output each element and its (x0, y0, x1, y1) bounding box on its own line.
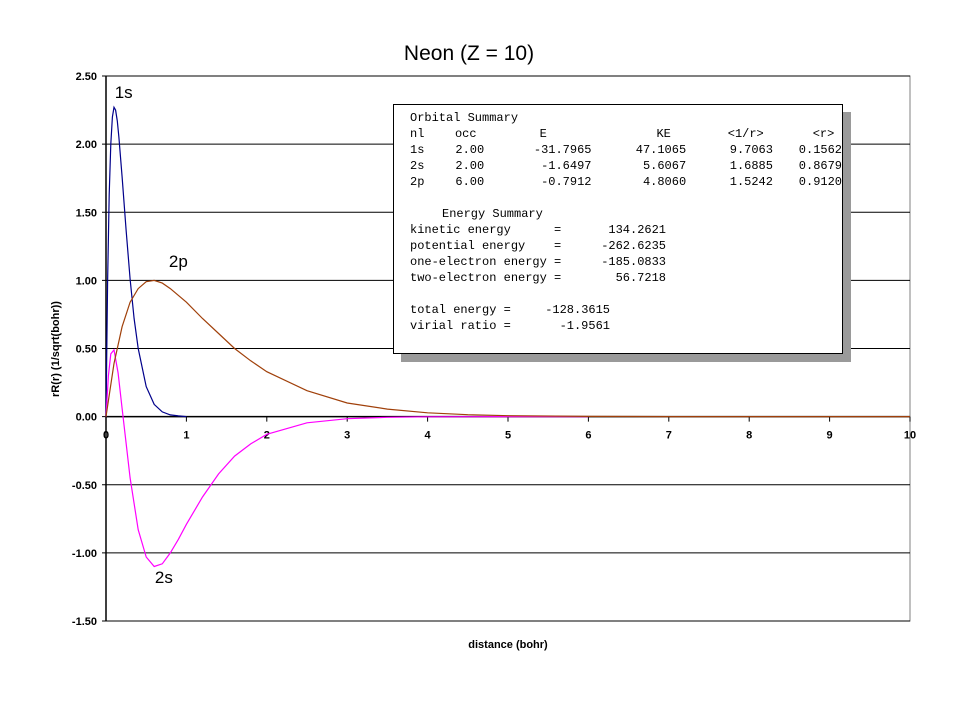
total-row: virial ratio = -1.9561 (394, 318, 842, 334)
y-tick-label: -0.50 (72, 480, 97, 492)
total-label: virial ratio = (410, 319, 511, 333)
energy-label: one-electron energy = (410, 255, 562, 269)
orbital-cell: 1s (410, 143, 425, 157)
orbital-cell: 0.9120 (798, 175, 843, 189)
total-value: -128.3615 (545, 303, 610, 317)
orbital-cell: -0.7912 (541, 175, 592, 189)
energy-value: 56.7218 (615, 271, 666, 285)
x-tick-label: 6 (585, 430, 591, 442)
orbital-summary-box: Orbital Summary nl occ E KE <1/r> <r> 1s… (393, 104, 843, 354)
orbital-cell: 0.8679 (798, 159, 843, 173)
orbital-cell: 6.00 (455, 175, 485, 189)
chart-title: Neon (Z = 10) (404, 42, 534, 65)
energy-row: two-electron energy = 56.7218 (394, 270, 842, 286)
y-tick-label: 0.00 (76, 412, 97, 424)
energy-value: -262.6235 (601, 239, 666, 253)
energy-label: kinetic energy = (410, 223, 562, 237)
x-tick-label: 8 (746, 430, 752, 442)
series-lines (105, 105, 910, 568)
energy-value: 134.2621 (608, 223, 666, 237)
orbital-cell: 1.6885 (729, 159, 773, 173)
series-line-2p (105, 279, 910, 418)
orbital-cell: 5.6067 (642, 159, 687, 173)
orbital-cell: 2.00 (455, 143, 485, 157)
y-tick-label: -1.00 (72, 548, 97, 560)
energy-row: potential energy = -262.6235 (394, 238, 842, 254)
x-tick-label: 1 (183, 430, 189, 442)
x-tick-label: 7 (666, 430, 672, 442)
total-value: -1.9561 (559, 319, 610, 333)
total-row: total energy = -128.3615 (394, 302, 842, 318)
orbital-cell: 2p (410, 175, 425, 189)
x-tick-labels: 0 1 2 3 4 5 6 7 8 9 10 (103, 430, 916, 442)
summary-header-row: nl occ E KE <1/r> <r> (394, 126, 842, 142)
y-tick-label: -1.50 (72, 616, 97, 628)
orbital-cell: -1.6497 (541, 159, 592, 173)
x-tick-label: 4 (425, 430, 432, 442)
curve-label-2s: 2s (155, 568, 173, 587)
header-r: <r> (812, 127, 835, 141)
x-tick-label: 10 (904, 430, 916, 442)
header-e: E (539, 127, 547, 141)
orbital-cell: 0.1562 (798, 143, 843, 157)
orbital-cell: 47.1065 (635, 143, 687, 157)
orbital-cell: 9.7063 (729, 143, 773, 157)
orbital-cell: -31.7965 (533, 143, 592, 157)
y-tick-label: 1.50 (76, 207, 97, 219)
x-tick-label: 2 (264, 430, 270, 442)
orbital-row: 1s 2.00 -31.7965 47.1065 9.7063 0.1562 (394, 142, 842, 158)
curve-labels: 1s 2p 2s (115, 83, 188, 587)
energy-row: one-electron energy = -185.0833 (394, 254, 842, 270)
header-inv-r: <1/r> (727, 127, 764, 141)
header-occ: occ (454, 127, 477, 141)
orbital-cell: 2s (410, 159, 425, 173)
x-axis-label: distance (bohr) (468, 639, 548, 651)
header-nl: nl (410, 127, 425, 141)
energy-label: potential energy = (410, 239, 562, 253)
y-tick-labels: 2.50 2.00 1.50 1.00 0.50 0.00 -0.50 -1.00 -1.50 (72, 71, 97, 628)
curve-label-1s: 1s (115, 83, 133, 102)
y-axis-label: rR(r) (1/sqrt(bohr)) (50, 301, 62, 397)
x-tick-label: 0 (103, 430, 109, 442)
series-line-2s (105, 348, 589, 568)
energy-summary-title: Energy Summary (442, 207, 543, 221)
x-tick-label: 3 (344, 430, 350, 442)
orbital-cell: 4.8060 (642, 175, 687, 189)
x-tick-label: 5 (505, 430, 511, 442)
orbital-summary-title: Orbital Summary (410, 111, 519, 125)
energy-value: -185.0833 (601, 255, 666, 269)
orbital-row: 2p 6.00 -0.7912 4.8060 1.5242 0.9120 (394, 174, 842, 190)
x-tick-label: 9 (827, 430, 833, 442)
total-label: total energy = (410, 303, 511, 317)
series-line-1s (105, 105, 187, 418)
orbital-row: 2s 2.00 -1.6497 5.6067 1.6885 0.8679 (394, 158, 842, 174)
energy-label: two-electron energy = (410, 271, 562, 285)
y-tick-label: 0.50 (76, 344, 97, 356)
curve-label-2p: 2p (169, 252, 188, 271)
y-tick-label: 1.00 (76, 275, 97, 287)
energy-row: kinetic energy = 134.2621 (394, 222, 842, 238)
y-tick-label: 2.00 (76, 139, 97, 151)
orbital-cell: 1.5242 (729, 175, 773, 189)
header-ke: KE (656, 127, 671, 141)
y-tick-label: 2.50 (76, 71, 97, 83)
orbital-cell: 2.00 (455, 159, 485, 173)
